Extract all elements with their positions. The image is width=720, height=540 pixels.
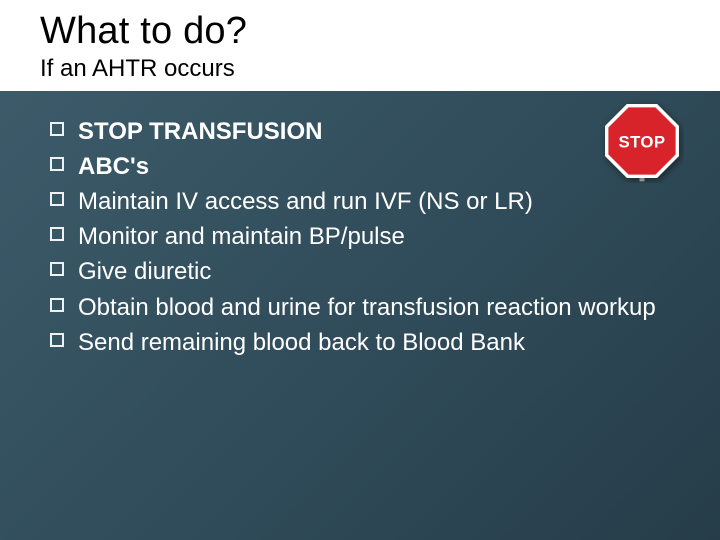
- list-item: STOP TRANSFUSION: [50, 115, 680, 148]
- bullet-text: Give diuretic: [78, 258, 211, 285]
- list-item: Obtain blood and urine for transfusion r…: [50, 291, 680, 324]
- checkbox-icon: [50, 298, 64, 312]
- bullet-text: ABC's: [78, 153, 149, 180]
- slide: What to do? If an AHTR occurs STOP STOP …: [0, 0, 720, 540]
- slide-content: STOP STOP TRANSFUSION ABC's Maintain IV …: [0, 91, 720, 359]
- bullet-text: STOP TRANSFUSION: [78, 118, 322, 145]
- list-item: ABC's: [50, 150, 680, 183]
- bullet-text: Maintain IV access and run IVF (NS or LR…: [78, 188, 533, 215]
- checkbox-icon: [50, 192, 64, 206]
- bullet-text: Obtain blood and urine for transfusion r…: [78, 294, 656, 321]
- list-item: Maintain IV access and run IVF (NS or LR…: [50, 185, 680, 218]
- list-item: Monitor and maintain BP/pulse: [50, 220, 680, 253]
- list-item: Give diuretic: [50, 255, 680, 288]
- checkbox-icon: [50, 227, 64, 241]
- bullet-text: Monitor and maintain BP/pulse: [78, 223, 405, 250]
- slide-header: What to do? If an AHTR occurs: [0, 0, 720, 91]
- bullet-list: STOP TRANSFUSION ABC's Maintain IV acces…: [50, 115, 680, 359]
- list-item: Send remaining blood back to Blood Bank: [50, 326, 680, 359]
- slide-subtitle: If an AHTR occurs: [40, 55, 680, 83]
- bullet-text: Send remaining blood back to Blood Bank: [78, 329, 525, 356]
- checkbox-icon: [50, 122, 64, 136]
- checkbox-icon: [50, 333, 64, 347]
- slide-title: What to do?: [40, 10, 680, 53]
- checkbox-icon: [50, 262, 64, 276]
- checkbox-icon: [50, 157, 64, 171]
